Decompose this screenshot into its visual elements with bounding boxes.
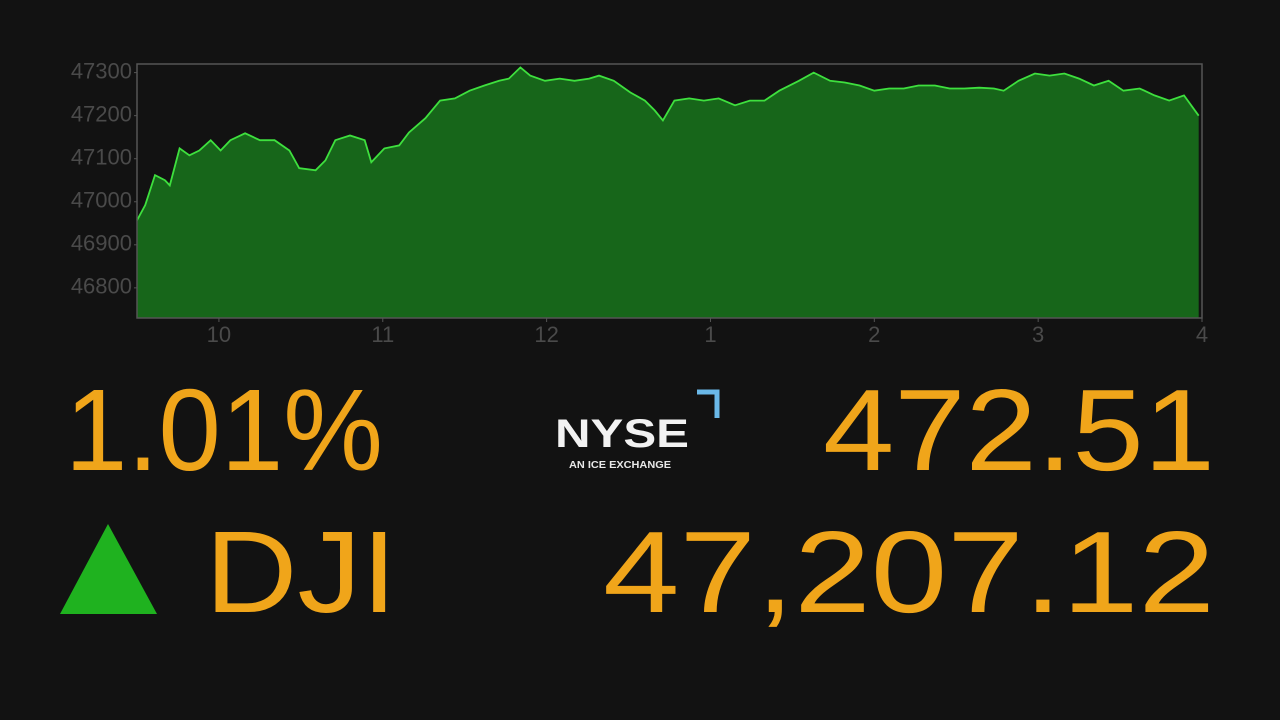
x-tick-label: 2: [868, 322, 880, 347]
y-tick-label: 47300: [71, 58, 132, 83]
price: 47,207.12: [603, 507, 1215, 637]
y-tick-label: 47000: [71, 188, 132, 213]
nyse-logo: NYSE AN ICE EXCHANGE: [555, 389, 720, 471]
percent-change: 1.01%: [65, 365, 383, 495]
x-tick-label: 4: [1196, 322, 1208, 347]
plot-frame: [136, 63, 1203, 319]
logo-name: NYSE: [555, 412, 689, 456]
point-change: 472.51: [823, 365, 1215, 495]
area-fill: [137, 67, 1199, 319]
x-tick-label: 11: [371, 322, 394, 347]
y-tick-label: 47200: [71, 101, 132, 126]
x-tick-label: 3: [1032, 322, 1044, 347]
symbol: DJI: [205, 507, 397, 637]
x-tick-label: 10: [207, 322, 231, 347]
x-tick-label: 1: [704, 322, 716, 347]
y-tick-label: 46800: [71, 274, 132, 299]
logo-corner: [697, 389, 720, 418]
logo-tagline: AN ICE EXCHANGE: [569, 459, 671, 471]
price-line: [136, 66, 1200, 221]
up-arrow: [60, 524, 157, 614]
y-tick-label: 46900: [71, 231, 132, 256]
y-tick-label: 47100: [71, 145, 132, 170]
x-tick-label: 12: [534, 322, 558, 347]
